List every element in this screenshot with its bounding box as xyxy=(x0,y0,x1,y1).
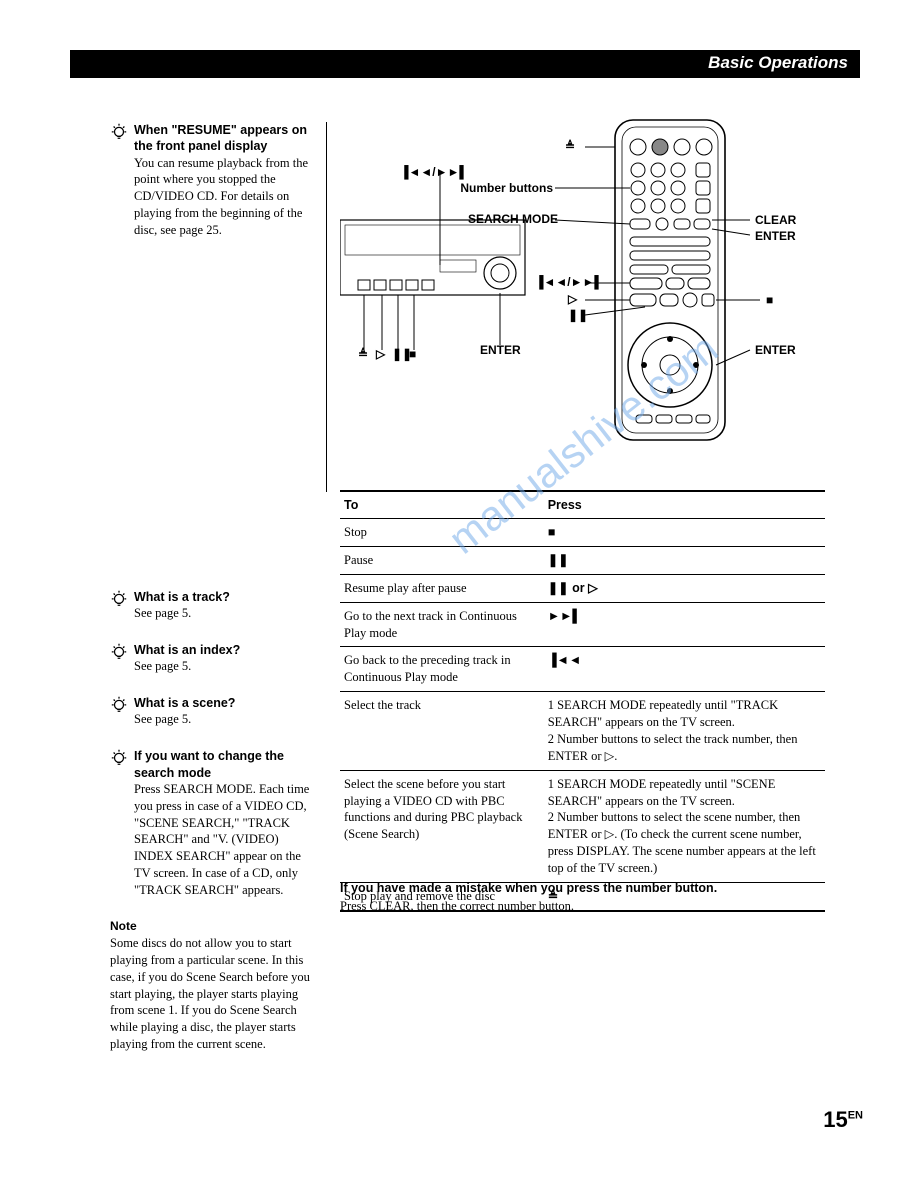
tip-body: Press SEARCH MODE. Each time you press i… xyxy=(134,781,310,899)
label-enter-right: ENTER xyxy=(755,343,796,357)
label-enter: ENTER xyxy=(755,229,796,243)
table-header-to: To xyxy=(340,491,544,519)
cell-to: Resume play after pause xyxy=(340,574,544,602)
tip-body: See page 5. xyxy=(134,605,310,622)
note-title: Note xyxy=(110,919,310,933)
table-row: Go back to the preceding track in Contin… xyxy=(340,647,825,692)
operations-table-area: To Press Stop■ Pause❚❚ Resume play after… xyxy=(340,490,825,912)
tip-body: See page 5. xyxy=(134,658,310,675)
label-clear: CLEAR xyxy=(755,213,796,227)
cell-press: ►►▌ xyxy=(544,602,825,647)
note: Note Some discs do not allow you to star… xyxy=(110,919,310,1053)
tip-title: What is an index? xyxy=(134,642,310,658)
cell-to: Stop xyxy=(340,519,544,547)
tip-title: What is a track? xyxy=(134,589,310,605)
label-eject: ≜ xyxy=(565,139,575,153)
tip-track: What is a track? See page 5. xyxy=(110,589,310,622)
diagram-area: ≜ ▐◄◄/►►▌ Number buttons SEARCH MODE CLE… xyxy=(340,115,860,455)
tip-title: If you want to change the search mode xyxy=(134,748,310,781)
label-stop: ■ xyxy=(766,293,773,307)
tip-index: What is an index? See page 5. xyxy=(110,642,310,675)
cell-press: 1 SEARCH MODE repeatedly until "SCENE SE… xyxy=(544,770,825,882)
label-search-mode: SEARCH MODE xyxy=(468,212,553,226)
cell-to: Select the scene before you start playin… xyxy=(340,770,544,882)
lightbulb-icon xyxy=(110,748,128,766)
label-pause: ❚❚ xyxy=(568,308,588,322)
tip-title: What is a scene? xyxy=(134,695,310,711)
cell-press: ❚❚ or ▷ xyxy=(544,574,825,602)
page-number-suffix: EN xyxy=(848,1110,863,1122)
lightbulb-icon xyxy=(110,122,128,140)
cell-to: Go to the next track in Continuous Play … xyxy=(340,602,544,647)
label-unit-eject: ≜ xyxy=(358,347,368,361)
column-divider xyxy=(326,122,327,492)
table-row: Resume play after pause❚❚ or ▷ xyxy=(340,574,825,602)
page-number-value: 15 xyxy=(823,1107,847,1132)
lightbulb-icon xyxy=(110,589,128,607)
table-row: Go to the next track in Continuous Play … xyxy=(340,602,825,647)
label-enter-bottom: ENTER xyxy=(480,343,521,357)
remote-and-unit-diagram: ≜ ▐◄◄/►►▌ Number buttons SEARCH MODE CLE… xyxy=(340,115,860,455)
cell-press: 1 SEARCH MODE repeatedly until "TRACK SE… xyxy=(544,692,825,771)
footnote-body: Press CLEAR, then the correct number but… xyxy=(340,899,574,913)
table-row: Pause❚❚ xyxy=(340,546,825,574)
note-body: Some discs do not allow you to start pla… xyxy=(110,935,310,1053)
tip-search-mode: If you want to change the search mode Pr… xyxy=(110,748,310,899)
footnote: If you have made a mistake when you pres… xyxy=(340,880,820,915)
table-row: Stop■ xyxy=(340,519,825,547)
lightbulb-icon xyxy=(110,695,128,713)
cell-to: Select the track xyxy=(340,692,544,771)
label-unit-stop: ■ xyxy=(409,347,416,361)
footnote-title: If you have made a mistake when you pres… xyxy=(340,881,717,895)
table-header-row: To Press xyxy=(340,491,825,519)
lightbulb-icon xyxy=(110,642,128,660)
cell-press: ■ xyxy=(544,519,825,547)
cell-to: Go back to the preceding track in Contin… xyxy=(340,647,544,692)
label-unit-play: ▷ xyxy=(376,347,385,361)
table-row: Select the scene before you start playin… xyxy=(340,770,825,882)
header-title: Basic Operations xyxy=(708,53,848,73)
cell-press: ❚❚ xyxy=(544,546,825,574)
tip-body: See page 5. xyxy=(134,711,310,728)
tip-resume: When "RESUME" appears on the front panel… xyxy=(110,122,310,239)
sidebar: When "RESUME" appears on the front panel… xyxy=(110,122,310,1053)
label-skip2: ▐◄◄/►►▌ xyxy=(535,275,603,289)
operations-table: To Press Stop■ Pause❚❚ Resume play after… xyxy=(340,490,825,912)
table-header-press: Press xyxy=(544,491,825,519)
cell-to: Pause xyxy=(340,546,544,574)
tip-body: You can resume playback from the point w… xyxy=(134,155,310,239)
table-row: Select the track1 SEARCH MODE repeatedly… xyxy=(340,692,825,771)
label-skip: ▐◄◄/►►▌ xyxy=(400,165,468,179)
tip-scene: What is a scene? See page 5. xyxy=(110,695,310,728)
cell-press: ▐◄◄ xyxy=(544,647,825,692)
page-number: 15EN xyxy=(823,1107,863,1133)
label-number-buttons: Number buttons xyxy=(458,181,553,195)
tip-title: When "RESUME" appears on the front panel… xyxy=(134,122,310,155)
label-play: ▷ xyxy=(568,292,577,306)
header-bar: Basic Operations xyxy=(70,50,860,78)
